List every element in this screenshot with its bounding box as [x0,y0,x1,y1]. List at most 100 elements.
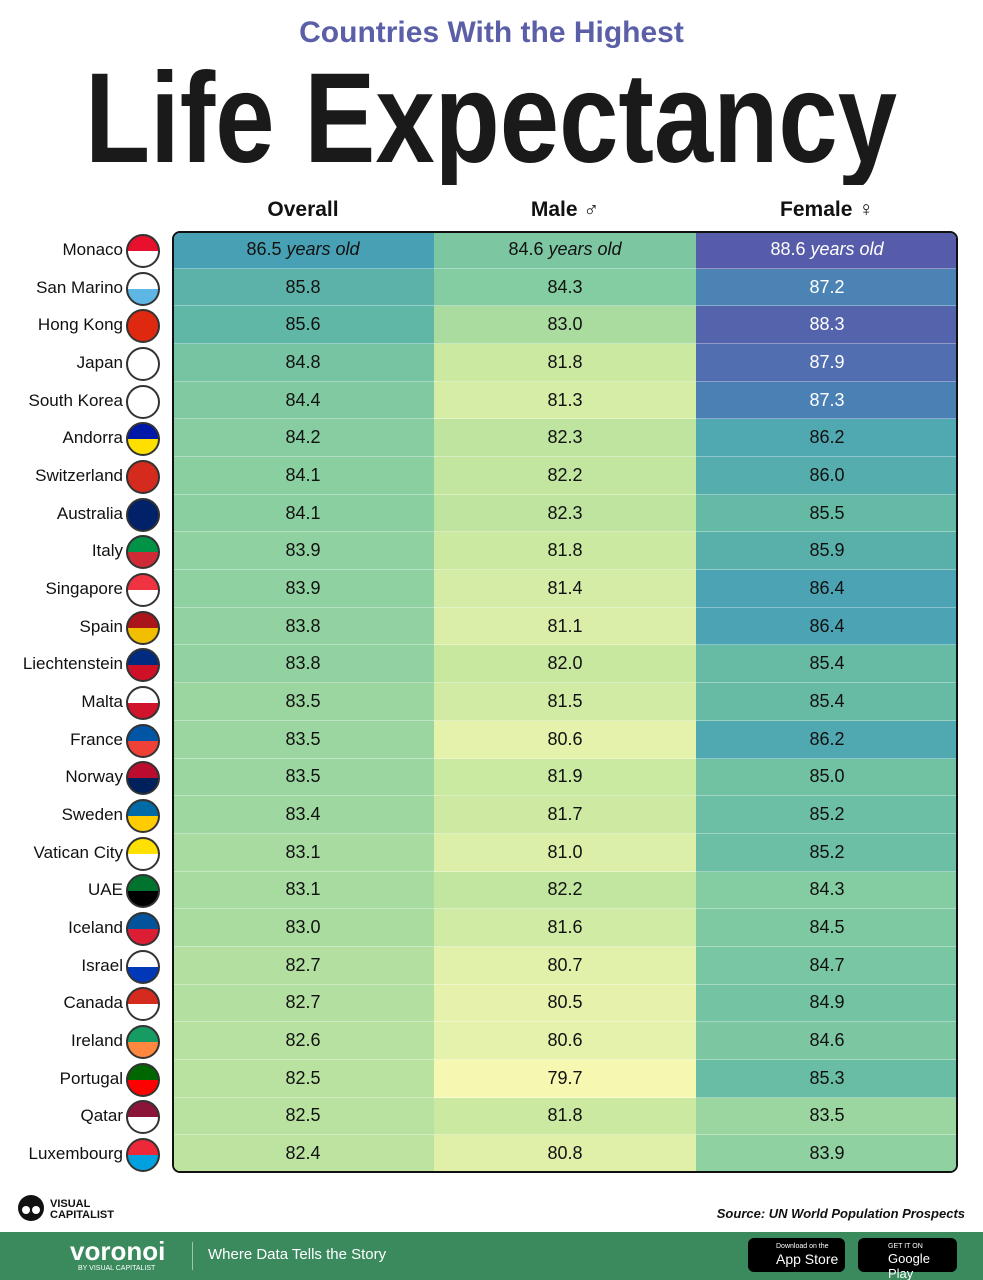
cell-value: 85.0 [809,766,845,787]
cell-value: 82.3 [547,427,583,448]
cell-value: 82.6 [285,1030,321,1051]
country-name: Switzerland [35,465,123,485]
cell-value: 80.6 [547,1030,583,1051]
flag [126,309,160,344]
cell: 81.9 [434,758,696,797]
cell: 80.8 [434,1135,696,1171]
country-name: Spain [79,616,123,636]
cell-value: 84.2 [285,427,321,448]
cell: 82.2 [434,457,696,495]
app-store-button[interactable]: Download on the App Store [748,1238,845,1272]
cell-value: 84.6 [508,238,544,259]
cell: 85.5 [696,494,956,533]
country-name: Australia [56,503,123,523]
flag [126,233,160,268]
cell: 83.9 [696,1135,956,1171]
cell-value: 84.7 [809,954,845,975]
cell-value: 84.1 [285,502,321,523]
app-store-label: App Store [776,1251,839,1267]
cell-value: 81.8 [547,1105,583,1126]
cell: 83.5 [696,1097,956,1136]
cell-value: 83.1 [285,879,321,900]
cell: 86.2 [696,720,956,759]
country-name: Iceland [68,918,123,938]
flag [126,836,160,871]
cell: 84.2 [174,419,434,458]
country-name: France [70,729,123,749]
cell: 82.0 [434,645,696,684]
country-name: Singapore [45,578,123,598]
flag [126,384,160,419]
logo-line: VISUAL [50,1198,91,1210]
cell-value: 80.6 [547,728,583,749]
cell-value: 82.4 [285,1143,321,1164]
cell-value: 82.3 [547,502,583,523]
cell: 81.8 [434,1097,696,1136]
column-header: Male ♂ [530,198,600,221]
flag [126,271,160,306]
cell: 81.3 [434,381,696,420]
google-play-button[interactable]: GET IT ON Google Play [858,1238,957,1280]
country-name: Luxembourg [28,1144,123,1164]
cell-value: 83.8 [285,653,321,674]
cell: 81.8 [434,344,696,382]
cell-value: 81.8 [547,351,583,372]
country-name: Italy [91,541,123,561]
flag [126,610,160,645]
cell: 82.3 [434,494,696,533]
flag [126,459,160,494]
cell: 84.3 [696,871,956,910]
brand-sub: BY VISUAL CAPITALIST [78,1265,156,1272]
country-name: Portugal [59,1068,123,1088]
cell-value: 87.3 [809,389,845,410]
flag [126,949,160,984]
cell: 86.2 [696,419,956,458]
cell: 84.6 years old [434,233,696,269]
cell: 82.6 [174,1022,434,1060]
flag [126,987,160,1022]
flag [126,799,160,834]
cell: 83.5 [174,758,434,797]
cell: 81.6 [434,909,696,947]
country-name: Japan [76,352,123,372]
cell-value: 85.4 [809,690,845,711]
cell: 82.2 [434,871,696,910]
cell-value: 85.2 [809,804,845,825]
cell: 84.4 [174,381,434,420]
logo: VISUAL CAPITALIST [50,1199,114,1221]
country-name: Vatican City [33,842,123,862]
cell-value: 84.6 [809,1030,845,1051]
cell-value: 87.2 [809,276,845,297]
flag [126,912,160,947]
cell-value: 80.7 [547,954,583,975]
country-name: San Marino [36,277,123,297]
cell-value: 84.1 [285,464,321,485]
cell: 82.4 [174,1135,434,1171]
cell: 85.2 [696,796,956,834]
cell: 83.5 [174,683,434,721]
cell: 84.9 [696,984,956,1023]
flag [126,422,160,457]
cell: 79.7 [434,1059,696,1098]
cell: 83.8 [174,645,434,684]
cell: 84.6 [696,1022,956,1060]
cell-value: 83.8 [285,615,321,636]
cell-value: 83.9 [809,1143,845,1164]
cell-value: 81.9 [547,766,583,787]
cell: 88.6 years old [696,233,956,269]
cell-value: 81.8 [547,540,583,561]
cell-value: 81.7 [547,804,583,825]
cell-value: 84.5 [809,917,845,938]
flag [126,1138,160,1173]
logo-line: CAPITALIST [50,1209,114,1221]
cell: 84.3 [434,268,696,307]
cell: 81.1 [434,607,696,646]
cell-value: 86.2 [809,427,845,448]
flag [126,535,160,570]
cell-value: 82.2 [547,879,583,900]
cell: 80.6 [434,720,696,759]
cell-value: 83.4 [285,804,321,825]
logo-icon [18,1195,44,1221]
cell-value: 81.4 [547,577,583,598]
cell-value: 81.0 [547,841,583,862]
